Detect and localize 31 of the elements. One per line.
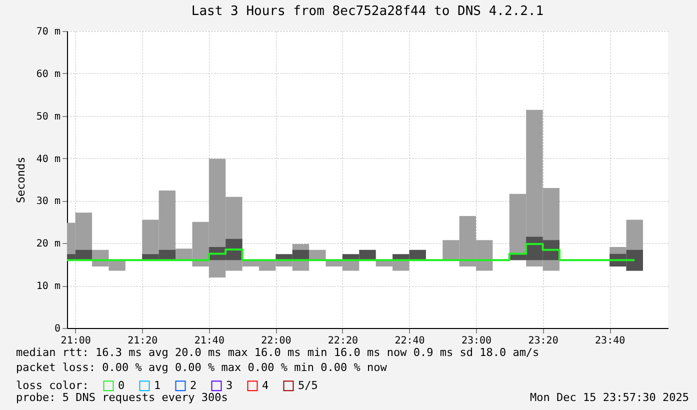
y-tick-label: 50 m <box>36 111 60 122</box>
y-tick-label: 40 m <box>36 154 60 165</box>
bar <box>309 250 326 260</box>
x-tick-label: 22:40 <box>394 336 425 346</box>
legend-title: loss color: <box>16 379 89 392</box>
legend-label: 1 <box>154 378 161 392</box>
x-tick-label: 22:20 <box>328 336 358 346</box>
y-tick-label: 20 m <box>36 238 60 250</box>
text: median rtt: 16.3 ms avg 20.0 ms max 16.0 ms min 16.0 ms now 0.9 ms sd 18.0 am/s <box>16 346 540 359</box>
chart-title: Last 3 Hours from 8ec752a28f44 to DNS 4.2.2.1 <box>191 4 544 19</box>
x-tick-label: 21:20 <box>128 336 158 346</box>
legend-label: 3 <box>226 378 233 392</box>
text: probe: 5 DNS requests every 300s <box>16 391 228 404</box>
text: Mon Dec 15 23:57:30 2025 <box>530 391 689 404</box>
legend-label: 5/5 <box>298 378 318 392</box>
x-tick-label: 21:40 <box>194 336 224 346</box>
legend-label: 2 <box>190 378 197 392</box>
y-tick-label: 60 m <box>36 68 60 80</box>
y-tick-label: 70 m <box>36 26 60 38</box>
x-tick-label: 21:00 <box>60 336 91 346</box>
text: packet loss: 0.00 % avg 0.00 % max 0.00 % min 0.00 % now <box>16 361 388 374</box>
x-tick-label: 23:00 <box>461 336 492 346</box>
x-tick-label: 22:00 <box>261 336 292 346</box>
legend-label: 4 <box>262 378 269 392</box>
y-tick-label: 10 m <box>36 281 60 292</box>
y-tick-label: 30 m <box>36 196 60 208</box>
x-tick-label: 23:40 <box>595 336 626 346</box>
x-tick-label: 23:20 <box>528 336 558 346</box>
legend-label: 0 <box>118 378 125 392</box>
y-axis-title: Seconds <box>14 156 28 204</box>
y-tick-label: 0 <box>54 324 60 334</box>
